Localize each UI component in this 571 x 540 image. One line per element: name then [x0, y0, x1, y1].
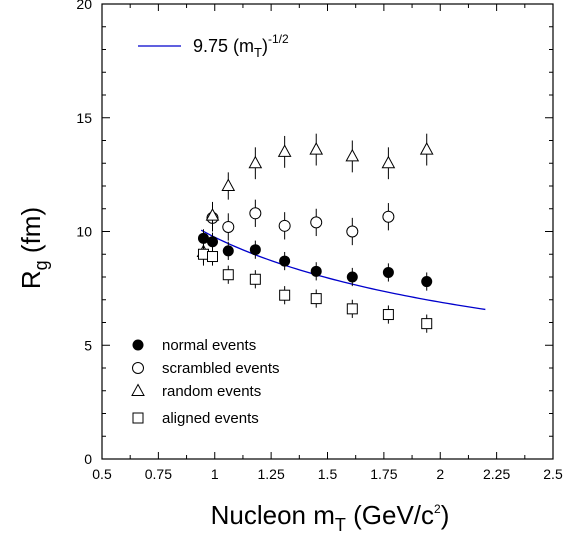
data-point: [381, 155, 396, 169]
ticks: 0.5 0.75 1 1.25 1.5 1.75 2 2.25 2.5 0 5 10 15 20: [76, 0, 563, 482]
legend-label-aligned: aligned events: [162, 410, 259, 427]
legend-label-random: random events: [162, 383, 261, 400]
data-point: [249, 273, 261, 285]
data-point: [345, 148, 360, 162]
data-point: [382, 266, 394, 278]
data-point: [222, 220, 235, 233]
data-point: [382, 309, 394, 321]
fit-legend: 9.75 (mT)-1/2: [138, 32, 289, 60]
data-point: [248, 155, 263, 169]
y-tick-label: 15: [76, 110, 92, 126]
data-point: [310, 216, 323, 229]
data-point: [222, 269, 234, 281]
series-random: [196, 133, 434, 266]
data-point: [279, 255, 291, 267]
legend-label-normal: normal events: [162, 337, 256, 354]
data-marks: [196, 133, 434, 333]
series-normal: [197, 229, 433, 291]
data-point: [310, 265, 322, 277]
legend-marker-aligned: [132, 412, 144, 424]
legend-marker-normal: [132, 339, 144, 351]
y-tick-label: 0: [84, 451, 92, 467]
data-point: [279, 289, 291, 301]
data-point: [205, 208, 220, 221]
data-point: [419, 142, 434, 155]
data-point: [309, 142, 324, 155]
x-axis-title: Nucleon mT (GeV/c2): [211, 500, 450, 535]
data-point: [277, 144, 292, 157]
series-aligned: [197, 245, 433, 333]
data-point: [421, 276, 433, 288]
fit-curve: [200, 229, 486, 311]
x-tick-label: 0.75: [145, 466, 172, 482]
data-point: [346, 303, 358, 315]
x-tick-label: 2.5: [543, 466, 563, 482]
fit-legend-label: 9.75 (mT)-1/2: [193, 32, 289, 60]
data-point: [382, 210, 395, 223]
y-tick-label: 5: [84, 337, 92, 353]
x-tick-label: 1.5: [318, 466, 338, 482]
x-tick-label: 1.75: [370, 466, 397, 482]
series-scrambled: [206, 199, 395, 246]
x-tick-label: 2: [436, 466, 444, 482]
x-tick-label: 1: [211, 466, 219, 482]
legend-marker-scrambled: [132, 362, 144, 374]
data-point: [346, 225, 359, 238]
y-axis-title: Rg (fm): [16, 207, 51, 289]
data-point: [222, 245, 234, 257]
data-point: [221, 178, 236, 191]
x-tick-label: 2.25: [483, 466, 510, 482]
data-point: [206, 236, 218, 248]
x-tick-label: 1.25: [258, 466, 285, 482]
data-point: [249, 244, 261, 256]
data-point: [346, 271, 358, 283]
legend-label-scrambled: scrambled events: [162, 360, 280, 377]
series-legend: normal events scrambled events random ev…: [131, 337, 280, 427]
data-point: [206, 251, 218, 263]
data-point: [197, 248, 209, 260]
y-tick-label: 10: [76, 224, 92, 240]
data-point: [421, 318, 433, 330]
y-tick-label: 20: [76, 0, 92, 12]
data-point: [249, 207, 262, 220]
fit-curve-layer: [200, 229, 486, 311]
x-tick-label: 0.5: [92, 466, 112, 482]
legend-marker-random: [131, 383, 145, 396]
data-point: [278, 219, 291, 232]
data-point: [310, 293, 322, 305]
